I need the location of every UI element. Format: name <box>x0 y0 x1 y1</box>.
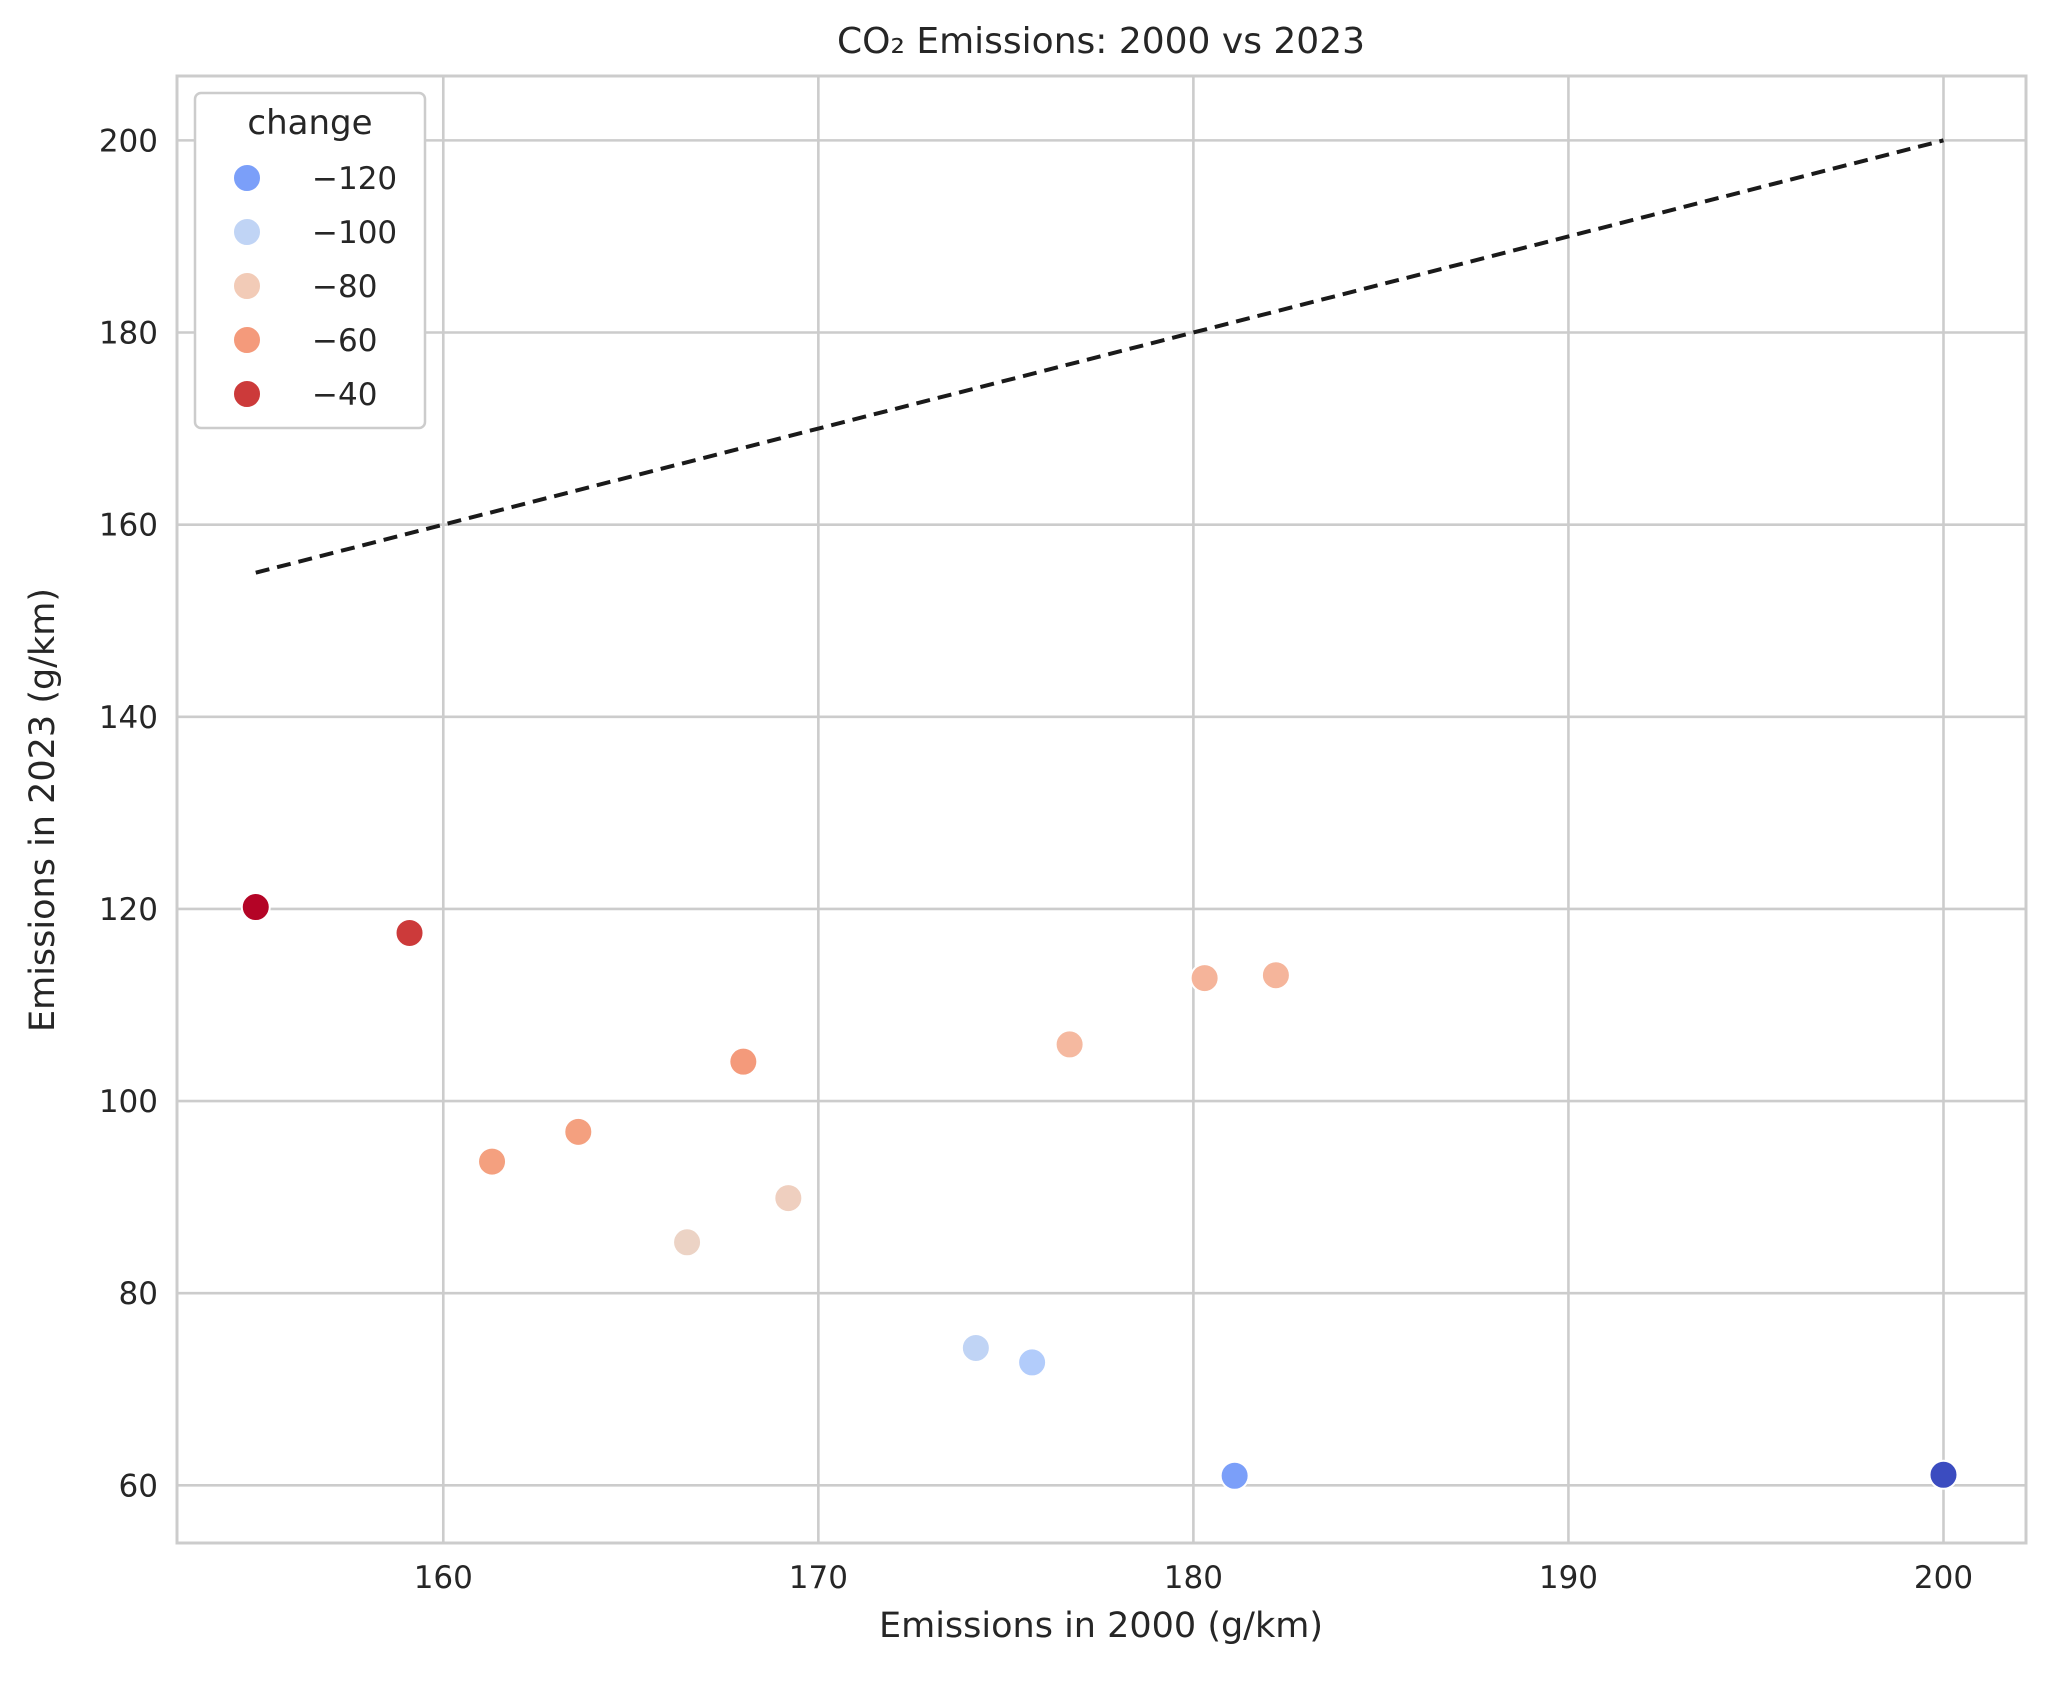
data-point <box>477 1146 508 1177</box>
data-point <box>960 1332 991 1363</box>
x-tick-label: 180 <box>1164 1560 1223 1596</box>
y-axis-ticks: 60 80 100 120 140 160 180 200 <box>99 123 158 1504</box>
legend-label: −40 <box>312 377 377 413</box>
data-point <box>728 1046 759 1077</box>
legend: change −120 −100 −80 −60 −40 <box>193 91 427 430</box>
data-point <box>1260 960 1291 991</box>
y-axis-label: Emissions in 2023 (g/km) <box>23 588 63 1032</box>
legend-entries: −120 −100 −80 −60 −40 <box>232 161 397 413</box>
y-tick-label: 160 <box>99 508 158 544</box>
legend-marker <box>232 325 262 355</box>
data-point <box>1928 1459 1959 1490</box>
x-tick-label: 190 <box>1539 1560 1598 1596</box>
data-points <box>240 892 1959 1491</box>
legend-marker <box>232 271 262 301</box>
x-axis-label: Emissions in 2000 (g/km) <box>879 1606 1323 1646</box>
grid-lines <box>177 76 2026 1543</box>
data-point <box>773 1183 804 1214</box>
y-tick-label: 180 <box>99 316 158 352</box>
legend-label: −120 <box>312 161 397 197</box>
data-point <box>1017 1347 1048 1378</box>
y-tick-label: 60 <box>119 1468 158 1504</box>
chart-title: CO₂ Emissions: 2000 vs 2023 <box>837 21 1365 62</box>
plot-frame <box>175 74 2028 1545</box>
y-tick-label: 120 <box>99 892 158 928</box>
data-point <box>1189 963 1220 994</box>
legend-box <box>193 91 427 430</box>
x-tick-label: 170 <box>789 1560 848 1596</box>
x-axis-ticks: 160 170 180 190 200 <box>414 1560 1973 1596</box>
x-tick-label: 200 <box>1914 1560 1973 1596</box>
y-tick-label: 200 <box>99 123 158 159</box>
y-tick-label: 100 <box>99 1084 158 1120</box>
data-point <box>563 1116 594 1147</box>
legend-label: −100 <box>312 215 397 251</box>
reference-line <box>255 138 1944 575</box>
data-point <box>1219 1460 1250 1491</box>
data-point <box>672 1227 703 1258</box>
x-tick-label: 160 <box>414 1560 473 1596</box>
data-point <box>394 917 425 948</box>
data-point <box>240 892 271 923</box>
legend-label: −80 <box>312 269 377 305</box>
legend-label: −60 <box>312 323 377 359</box>
data-point <box>1054 1029 1085 1060</box>
y-tick-label: 140 <box>99 700 158 736</box>
legend-marker <box>232 379 262 409</box>
legend-title: change <box>247 103 372 143</box>
legend-marker <box>232 217 262 247</box>
y-tick-label: 80 <box>119 1276 158 1312</box>
legend-marker <box>232 163 262 193</box>
